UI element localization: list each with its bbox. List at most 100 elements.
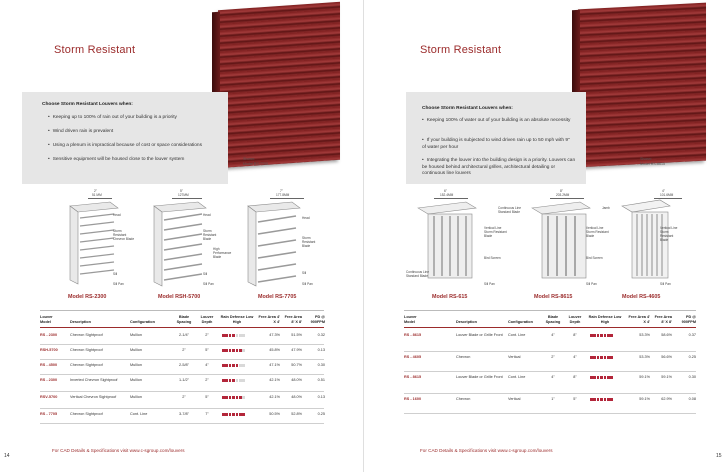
cell-depth: 8" [573,375,577,379]
rating-square [228,413,232,416]
right-diagram-2-drawing [531,201,591,279]
right-model-caption-3: Model RS-4605 [622,294,661,300]
cell-depth: 2" [205,333,209,337]
rating-square [235,413,239,416]
left-page-number: 14 [4,453,10,459]
rating-square [600,398,603,401]
rating-square [228,349,232,352]
cell-config: Cont. Line [508,333,526,337]
left-bullet-1: • Keeping up to 100% of rain out of your … [48,115,177,120]
rating-square [593,356,596,359]
cell-fa8: 48.0% [291,378,302,382]
rating-square [235,364,239,367]
right-bullet-2: • If your building is subjected to wind d… [422,138,570,150]
cell-fa8: 58.6% [661,333,672,337]
rating-square [600,376,603,379]
rating-square [242,413,245,416]
cell-desc: Louver Blade or Grille Front [456,333,503,337]
cell-model: RS - 2300 [40,378,58,382]
rating-square [593,376,596,379]
rain-defense-rating [222,396,245,399]
cell-fa8: 56.6% [661,355,672,359]
left-choose-title: Choose Storm Resistant Louvers when: [42,102,133,107]
right-heading: Storm Resistant [420,44,502,56]
rating-square [238,349,242,352]
rating-square [590,356,593,359]
table-row: RS - 8615 Louver Blade or Grille Front Con… [404,330,696,352]
cell-fa8: 47.9% [291,348,302,352]
table-row: RS - 4500 Chevron Sightproof Mullion 2-5/8"… [40,360,325,375]
cell-fa8: 62.9% [661,397,672,401]
cell-depth: 2" [205,378,209,382]
rating-square [600,334,603,337]
left-model-caption-3: Model RS-7705 [258,294,297,300]
right-bullet-1: • Keeping 100% of water out of your build… [422,118,571,123]
cell-depth: 8" [573,333,577,337]
rating-square [603,334,607,337]
rating-square [600,356,603,359]
cell-model: RS - 1600 [404,397,422,401]
rating-square [235,349,239,352]
cell-config: Cont. Line [130,412,148,416]
rain-defense-rating [222,364,245,367]
cell-depth: 7" [205,412,209,416]
right-info-band [406,92,586,184]
rating-square [596,334,600,337]
right-page-number: 15 [716,453,722,459]
rating-square [610,334,613,337]
rating-square [222,349,225,352]
left-diagram-3-drawing [247,201,301,287]
rating-square [610,376,613,379]
cell-model: RS - 8615 [404,333,422,337]
rating-square [228,396,232,399]
cell-pd: 0.13 [317,348,325,352]
cell-model: RS - 8615 [404,375,422,379]
cell-pd: 0.30 [688,375,696,379]
left-footer-link[interactable]: For CAD Details & Specifications visit w… [52,448,185,453]
rating-square [606,334,610,337]
right-diagram-1-drawing [417,201,477,279]
rating-square [606,398,610,401]
rating-square [606,356,610,359]
cell-config: Cont. Line [508,375,526,379]
rating-square [610,356,613,359]
cell-model: RSH-5700 [40,348,58,352]
right-choose-title: Choose Storm Resistant Louvers when: [422,106,513,111]
left-bullet-3: • Using a plenum is impractical because o… [48,143,202,148]
rating-square [596,356,600,359]
left-spec-table: Louver Model Description Configuration B… [40,314,325,424]
left-table-header: Louver Model Description Configuration B… [40,314,325,328]
cell-fa4: 53.3% [639,333,650,337]
rating-square [232,334,235,337]
rain-defense-rating [222,334,245,337]
table-row: RS - 1600 Chevron Vertical 1" 5" 59.1% 62.9% 0.… [404,394,696,414]
rating-square [225,334,228,337]
cell-fa4: 50.5% [269,412,280,416]
cell-fa8: 48.0% [291,395,302,399]
cell-fa4: 59.1% [639,397,650,401]
right-table-header: Louver Model Description Configuration B… [404,314,696,328]
cell-pd: 0.51 [317,378,325,382]
right-spec-table: Louver Model Description Configuration B… [404,314,696,424]
cell-fa8: 51.5% [291,333,302,337]
rating-square [222,364,225,367]
rating-square [235,334,239,337]
left-diagram-2-drawing [153,201,207,287]
cell-desc: Chevron [456,355,471,359]
rating-square [242,349,245,352]
table-row: RS - 2300 Chevron Sightproof Mullion 2-1/4"… [40,330,325,345]
rain-defense-rating [590,376,613,379]
cell-fa4: 47.3% [269,333,280,337]
rating-square [590,376,593,379]
right-bullet-3: • Integrating the louver into the buildin… [422,158,576,176]
rating-square [225,349,228,352]
rating-square [225,379,228,382]
table-row: RS - 4605 Chevron Vertical 2" 4" 53.3% 56.6% 0.… [404,352,696,372]
cell-pd: 0.37 [688,333,696,337]
cell-depth: 4" [573,355,577,359]
cell-depth: 5" [205,395,209,399]
cell-fa4: 47.1% [269,363,280,367]
cell-config: Vertical [508,397,521,401]
right-model-caption-1: Model RS-615 [432,294,468,300]
right-footer-link[interactable]: For CAD Details & Specifications visit w… [420,448,553,453]
